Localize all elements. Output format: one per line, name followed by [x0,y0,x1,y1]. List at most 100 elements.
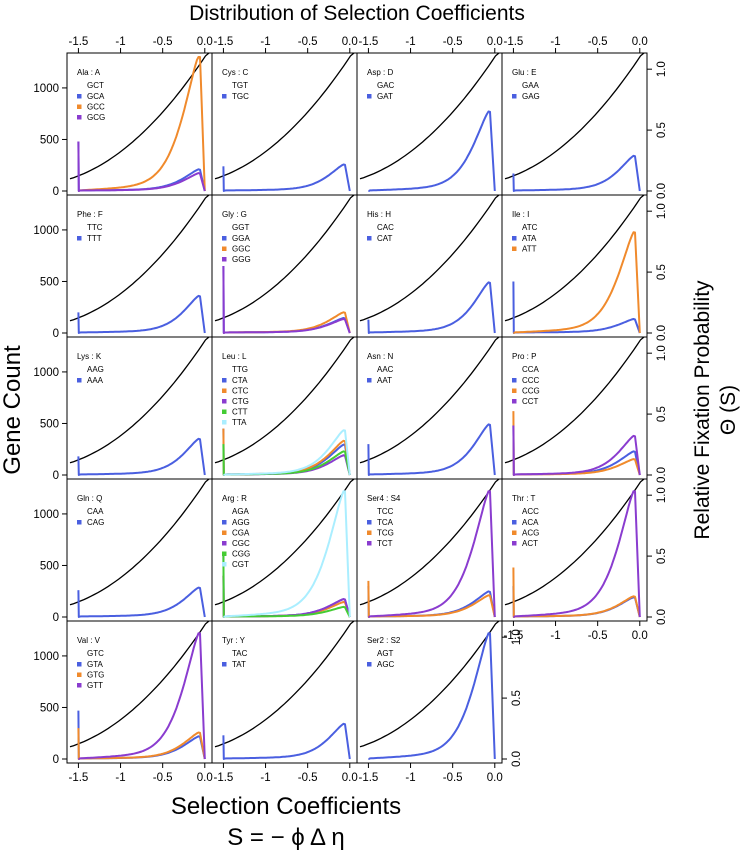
legend-codon-gta: GTA [87,660,104,669]
ref-codon-label: AGT [377,649,394,658]
x-tick-label-bottom: -1.5 [504,630,524,642]
legend-codon-gag: GAG [522,92,540,101]
fixation-curve [214,194,355,322]
legend-codon-att: ATT [522,245,537,254]
legend-swatch-gcc [77,104,82,109]
x-tick-label-top: -1 [115,36,125,48]
histogram-att [512,231,641,334]
histogram-cct [512,425,641,476]
x-tick-label-top: -1 [550,36,560,48]
legend-codon-ttt: TTT [87,234,102,243]
legend-swatch-cag [77,520,82,525]
x-tick-label-bottom: 0.0 [197,772,213,784]
legend-codon-gcc: GCC [87,103,105,112]
x-tick-label-top: -0.5 [443,36,463,48]
legend-swatch-aat [367,378,372,383]
legend-codon-aca: ACA [522,518,539,527]
fixation-curve [504,336,645,464]
legend-codon-tca: TCA [377,518,394,527]
histogram-tct [367,490,496,618]
legend-swatch-gcg [77,115,82,120]
legend-codon-aaa: AAA [87,376,104,385]
x-tick-label-bottom: 0.0 [487,772,503,784]
fixation-curve [359,52,500,180]
panel-label: Pro : P [512,352,536,361]
legend-swatch-cgg [222,551,227,556]
panel-label: Asp : D [367,68,393,77]
histogram-ccg [512,411,641,476]
y-tick-label-right: 1.0 [656,487,668,503]
x-tick-label-bottom: 0.0 [342,772,358,784]
legend-swatch-ctt [222,409,227,414]
histogram-ttt [77,294,206,334]
y-tick-label-right: 0.0 [656,609,668,625]
ref-codon-label: GGT [232,223,249,232]
legend-swatch-gtt [77,683,82,688]
legend-codon-agg: AGG [232,518,250,527]
x-tick-label-top: 0.0 [342,36,358,48]
panel-label: Tyr : Y [222,636,246,645]
x-tick-label-top: -1 [405,36,415,48]
legend-codon-ctc: CTC [232,387,249,396]
legend-swatch-ata [512,236,517,241]
histogram-gtt [77,632,206,760]
x-axis-label: Selection Coefficients [171,793,401,820]
legend-swatch-ccg [512,388,517,393]
y-axis-right-label: Relative Fixation Probability [691,280,714,540]
legend-codon-gtt: GTT [87,681,103,690]
legend-swatch-gca [77,94,82,99]
histogram-tca [367,586,496,618]
legend-swatch-ggg [222,257,227,262]
legend-swatch-gta [77,662,82,667]
legend-swatch-ggc [222,246,227,251]
y-tick-label-left: 1000 [33,367,59,379]
y-tick-label-left: 1000 [33,83,59,95]
y-tick-label-right: 1.0 [511,629,523,645]
ref-codon-label: TTC [87,223,103,232]
fixation-curve [504,52,645,180]
legend-codon-tat: TAT [232,660,246,669]
fixation-curve [214,478,355,606]
ref-codon-label: GAA [522,81,540,90]
panel-frame [501,478,648,622]
histogram-gag [512,154,641,192]
legend-swatch-aaa [77,378,82,383]
x-tick-label-bottom: 0.0 [632,630,648,642]
legend-codon-cgc: CGC [232,539,250,548]
legend-swatch-ctg [222,399,227,404]
fixation-curve [214,620,355,748]
histogram-gcg [77,141,206,192]
fixation-curve [359,478,500,606]
legend-swatch-tgc [222,94,227,99]
y-axis-right-symbol: Θ (S) [717,385,740,435]
legend-swatch-agg [222,520,227,525]
panel-label: Ser2 : S2 [367,636,401,645]
x-tick-label-top: -0.5 [298,36,318,48]
y-tick-label-right: 0.5 [656,122,668,138]
panel-label: Gln : Q [77,494,102,503]
x-tick-label-top: -1.5 [359,36,379,48]
y-tick-label-right: 1.0 [656,61,668,77]
y-tick-label-left: 0 [53,754,59,766]
fixation-curve [69,336,210,464]
legend-codon-act: ACT [522,539,538,548]
legend-codon-ggc: GGC [232,245,250,254]
panel-label: Ile : I [512,210,529,219]
legend-swatch-agc [367,662,372,667]
histogram-cgt [222,490,351,618]
y-tick-label-left: 500 [40,418,59,430]
legend-codon-tta: TTA [232,418,247,427]
histogram-tcg [367,580,496,618]
y-tick-label-left: 500 [40,560,59,572]
y-tick-label-right: 1.0 [656,345,668,361]
x-tick-label-bottom: -1 [260,772,270,784]
x-tick-label-bottom: -1.5 [69,772,89,784]
y-tick-label-left: 500 [40,702,59,714]
legend-codon-cgt: CGT [232,560,249,569]
fixation-curve [214,52,355,180]
x-tick-label-top: -1.5 [69,36,89,48]
x-tick-label-bottom: -1.5 [359,772,379,784]
panel-label: Asn : N [367,352,393,361]
y-tick-label-left: 0 [53,470,59,482]
